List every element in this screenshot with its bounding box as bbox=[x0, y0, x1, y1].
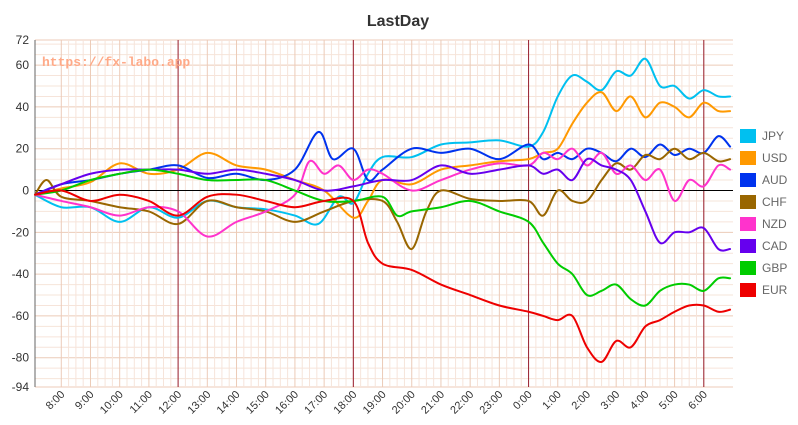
y-tick-label: 0 bbox=[22, 184, 29, 198]
x-tick-label: 4:00 bbox=[628, 389, 652, 413]
legend-swatch-jpy bbox=[740, 129, 756, 143]
x-tick-label: 5:00 bbox=[657, 389, 681, 413]
x-tick-label: 20:00 bbox=[390, 389, 418, 417]
x-tick-label: 13:00 bbox=[185, 389, 213, 417]
x-tick-label: 22:00 bbox=[448, 389, 476, 417]
series-line-eur bbox=[34, 189, 732, 363]
x-tick-label: 21:00 bbox=[419, 389, 447, 417]
x-tick-label: 16:00 bbox=[273, 389, 301, 417]
x-tick-label: 15:00 bbox=[244, 389, 272, 417]
y-tick-label: 60 bbox=[16, 58, 30, 72]
x-tick-label: 14:00 bbox=[215, 389, 243, 417]
y-tick-label: -60 bbox=[12, 309, 30, 323]
x-tick-label: 23:00 bbox=[478, 389, 506, 417]
x-tick-label: 0:00 bbox=[511, 389, 535, 413]
chart-title: LastDay bbox=[367, 13, 429, 30]
y-tick-label: -20 bbox=[12, 225, 30, 239]
legend-label-aud: AUD bbox=[762, 173, 788, 187]
series-line-cad bbox=[34, 157, 732, 252]
x-tick-label: 12:00 bbox=[156, 389, 184, 417]
x-tick-label: 6:00 bbox=[686, 389, 710, 413]
y-tick-label: -40 bbox=[12, 267, 30, 281]
x-tick-label: 11:00 bbox=[128, 389, 155, 416]
legend-swatch-gbp bbox=[740, 261, 756, 275]
legend-label-jpy: JPY bbox=[762, 129, 784, 143]
series-line-usd bbox=[34, 91, 732, 219]
legend-label-usd: USD bbox=[762, 151, 788, 165]
x-tick-label: 2:00 bbox=[569, 389, 593, 413]
legend-swatch-aud bbox=[740, 173, 756, 187]
legend-label-nzd: NZD bbox=[762, 217, 787, 231]
legend-swatch-chf bbox=[740, 195, 756, 209]
series-line-jpy bbox=[34, 57, 732, 226]
legend-swatch-usd bbox=[740, 151, 756, 165]
legend-label-gbp: GBP bbox=[762, 261, 787, 275]
watermark: https://fx-labo.app bbox=[42, 55, 190, 70]
x-tick-label: 19:00 bbox=[361, 389, 389, 417]
y-tick-label: -80 bbox=[12, 351, 30, 365]
x-tick-label: 9:00 bbox=[73, 389, 97, 413]
x-tick-label: 10:00 bbox=[98, 389, 126, 417]
y-tick-label: -94 bbox=[12, 380, 30, 394]
x-tick-label: 8:00 bbox=[44, 389, 68, 413]
x-tick-label: 1:00 bbox=[540, 389, 564, 413]
x-tick-label: 3:00 bbox=[599, 389, 623, 413]
legend-swatch-cad bbox=[740, 239, 756, 253]
y-tick-label: 20 bbox=[16, 142, 30, 156]
x-tick-label: 18:00 bbox=[332, 389, 360, 417]
legend-swatch-nzd bbox=[740, 217, 756, 231]
series-line-chf bbox=[34, 147, 732, 251]
series-lines bbox=[34, 57, 732, 363]
legend-label-chf: CHF bbox=[762, 195, 787, 209]
series-line-nzd bbox=[34, 147, 732, 238]
legend: JPY USD AUD CHF NZD CAD GBP EUR bbox=[740, 129, 788, 297]
series-line-gbp bbox=[34, 168, 732, 307]
x-tick-label: 17:00 bbox=[302, 389, 330, 417]
y-tick-label: 40 bbox=[16, 100, 30, 114]
legend-swatch-eur bbox=[740, 283, 756, 297]
legend-label-eur: EUR bbox=[762, 283, 788, 297]
grid-lines bbox=[35, 39, 733, 388]
y-tick-label: 72 bbox=[16, 33, 30, 47]
legend-label-cad: CAD bbox=[762, 239, 788, 253]
session-markers bbox=[177, 40, 705, 387]
